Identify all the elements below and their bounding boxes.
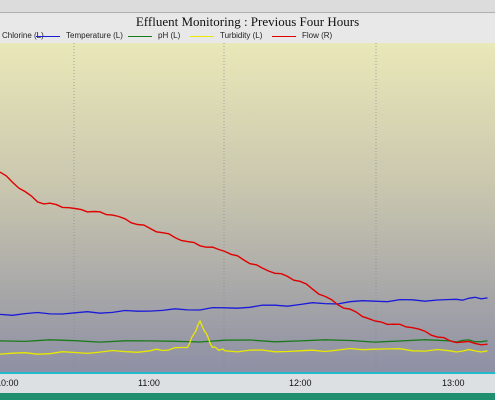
legend-label: pH (L)	[158, 31, 181, 40]
legend-label: Turbidity (L)	[220, 31, 263, 40]
series-line-ph-l	[0, 339, 488, 343]
series-line-temperature-l	[0, 296, 488, 316]
x-tick-label: 12:00	[289, 378, 312, 388]
x-tick-label: 11:00	[138, 378, 160, 388]
x-axis: 10:00 11:00 12:00 13:00	[0, 374, 495, 393]
legend: Chlorine (L) Temperature (L) pH (L) Turb…	[0, 30, 495, 42]
plot-area	[0, 43, 495, 374]
chart-title: Effluent Monitoring : Previous Four Hour…	[135, 14, 360, 29]
legend-label: Chlorine (L)	[2, 31, 44, 40]
series-layer	[0, 171, 488, 355]
legend-swatch	[190, 36, 214, 37]
x-tick-label: 13:00	[442, 378, 465, 388]
legend-label: Flow (R)	[302, 31, 333, 40]
window-bottom-bar	[0, 393, 495, 400]
plot-background	[0, 43, 495, 374]
legend-swatch	[272, 36, 296, 37]
legend-label: Temperature (L)	[66, 31, 123, 40]
legend-swatch	[128, 36, 152, 37]
x-tick-label: 10:00	[0, 378, 19, 388]
legend-swatch	[36, 36, 60, 37]
window-top-strip	[0, 0, 495, 13]
series-line-turbidity-l	[0, 319, 488, 355]
series-line-flow-r	[0, 171, 488, 346]
